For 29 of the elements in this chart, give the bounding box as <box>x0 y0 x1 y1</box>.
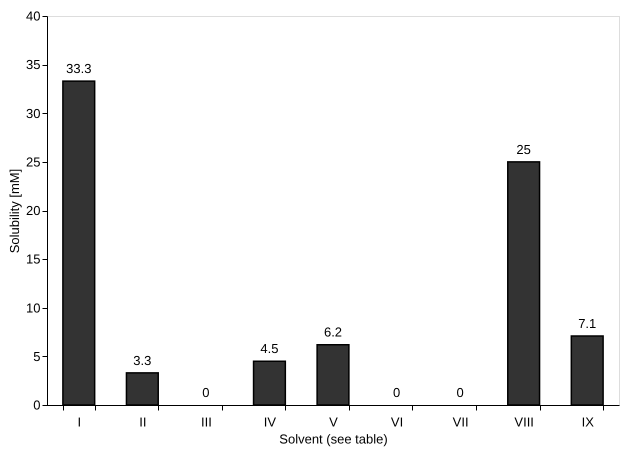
data-label: 6.2 <box>324 324 342 340</box>
data-label: 0 <box>392 385 400 400</box>
y-tick-label: 15 <box>26 252 40 267</box>
y-tick-label: 10 <box>26 300 40 316</box>
y-tick-label: 40 <box>26 8 40 24</box>
y-tick-label: 5 <box>33 348 40 364</box>
x-tick-label: IX <box>582 414 594 430</box>
x-tick-label: VI <box>390 414 404 430</box>
x-tick-label: IV <box>264 414 276 430</box>
x-tick-label: VIII <box>514 414 534 430</box>
y-tick-label: 25 <box>26 154 40 170</box>
y-tick-label: 0 <box>33 398 40 412</box>
data-label: 0 <box>202 385 210 400</box>
data-label: 33.3 <box>66 61 92 76</box>
data-label: 25 <box>516 142 531 157</box>
y-tick-label: 30 <box>26 106 40 121</box>
data-label: 4.5 <box>260 341 278 356</box>
x-tick-label: VII <box>452 414 469 430</box>
x-tick-label: III <box>200 414 212 430</box>
x-tick-label: V <box>329 414 338 430</box>
y-tick-label: 35 <box>26 57 40 72</box>
y-axis-title: Solubility [mM] <box>7 168 22 254</box>
data-label: 3.3 <box>133 352 152 368</box>
x-tick-label: I <box>77 414 82 430</box>
x-axis-title: Solvent (see table) <box>279 432 388 446</box>
data-label: 7.1 <box>578 316 596 331</box>
x-tick-label: II <box>139 414 146 430</box>
data-label: 0 <box>456 385 464 400</box>
y-tick-label: 20 <box>26 203 40 218</box>
